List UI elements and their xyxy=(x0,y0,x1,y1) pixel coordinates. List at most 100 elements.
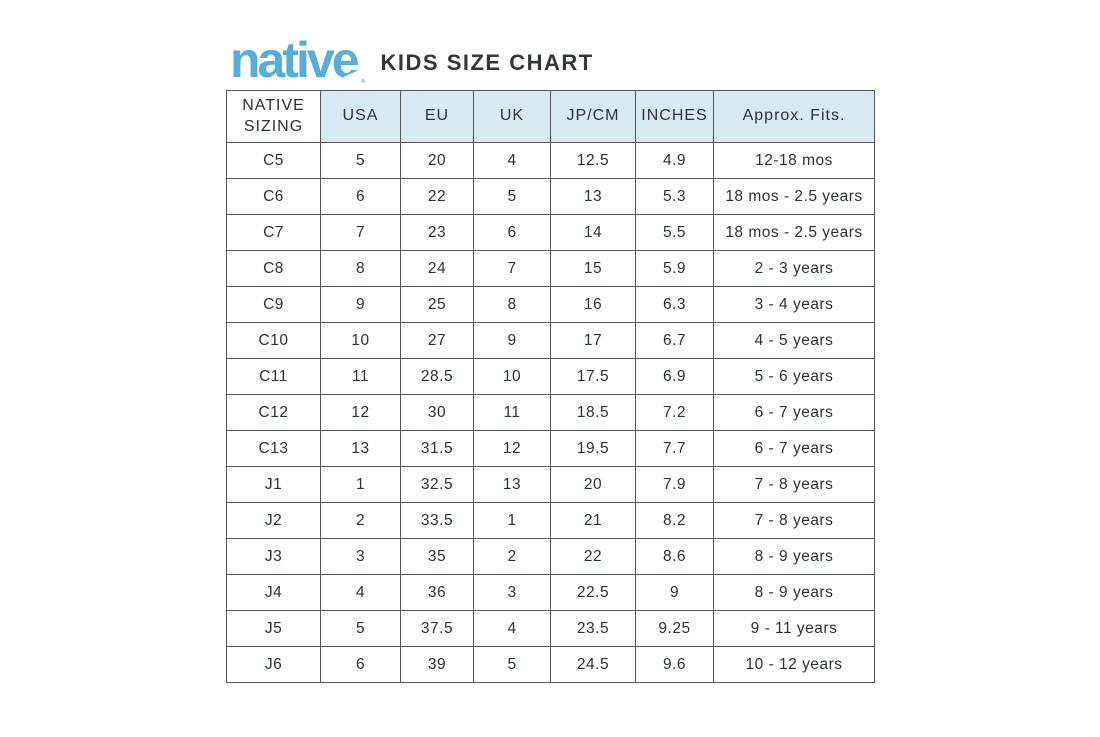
size-value-cell: 5.5 xyxy=(635,214,714,251)
table-row: C13 13 31.5 12 19.5 7.7 6 - 7 years xyxy=(226,430,875,467)
table-row: C11 11 28.5 10 17.5 6.9 5 - 6 years xyxy=(226,358,875,395)
size-value-cell: 7.2 xyxy=(635,394,714,431)
size-value-cell: 14 xyxy=(550,214,636,251)
table-row: C12 12 30 11 18.5 7.2 6 - 7 years xyxy=(226,394,875,431)
size-value-cell: 21 xyxy=(550,502,636,539)
size-value-cell: 9.25 xyxy=(635,610,714,647)
native-size-cell: J6 xyxy=(226,646,321,683)
size-value-cell: 6.3 xyxy=(635,286,714,323)
size-value-cell: 9 xyxy=(473,322,551,359)
size-value-cell: 12 xyxy=(473,430,551,467)
size-value-cell: 3 - 4 years xyxy=(713,286,875,323)
size-value-cell: 6 xyxy=(320,646,401,683)
logo-wordmark: native xyxy=(230,32,360,88)
native-size-cell: C10 xyxy=(226,322,321,359)
native-size-cell: C6 xyxy=(226,178,321,215)
column-header-approx-fits: Approx. Fits. xyxy=(713,90,875,143)
brand-header: native KIDS SIZE CHART xyxy=(230,30,594,90)
size-value-cell: 28.5 xyxy=(400,358,474,395)
native-size-cell: C8 xyxy=(226,250,321,287)
size-value-cell: 7 xyxy=(473,250,551,287)
size-value-cell: 7 - 8 years xyxy=(713,502,875,539)
header-row: NATIVE SIZING USA EU UK JP/CM INCHES App… xyxy=(226,90,875,143)
column-header-eu: EU xyxy=(400,90,474,143)
size-value-cell: 4 - 5 years xyxy=(713,322,875,359)
size-value-cell: 19.5 xyxy=(550,430,636,467)
size-value-cell: 23.5 xyxy=(550,610,636,647)
table-row: J6 6 39 5 24.5 9.6 10 - 12 years xyxy=(226,646,875,683)
size-value-cell: 5.3 xyxy=(635,178,714,215)
size-value-cell: 10 xyxy=(320,322,401,359)
size-value-cell: 8 xyxy=(320,250,401,287)
native-size-cell: C7 xyxy=(226,214,321,251)
size-value-cell: 5 xyxy=(473,178,551,215)
size-value-cell: 32.5 xyxy=(400,466,474,503)
size-value-cell: 15 xyxy=(550,250,636,287)
size-value-cell: 7 xyxy=(320,214,401,251)
size-value-cell: 5 xyxy=(320,142,401,179)
size-value-cell: 6 - 7 years xyxy=(713,394,875,431)
native-size-cell: C12 xyxy=(226,394,321,431)
size-value-cell: 3 xyxy=(320,538,401,575)
logo-trademark-dot xyxy=(360,79,365,83)
native-size-cell: J1 xyxy=(226,466,321,503)
native-size-cell: C9 xyxy=(226,286,321,323)
column-header-jp-cm: JP/CM xyxy=(550,90,636,143)
size-value-cell: 10 xyxy=(473,358,551,395)
size-value-cell: 13 xyxy=(550,178,636,215)
size-value-cell: 31.5 xyxy=(400,430,474,467)
native-size-cell: J4 xyxy=(226,574,321,611)
size-chart-body: C5 5 20 4 12.5 4.9 12-18 mos C6 6 22 5 13 5.3 18 mos … xyxy=(226,142,875,683)
size-value-cell: 5.9 xyxy=(635,250,714,287)
size-value-cell: 6 - 7 years xyxy=(713,430,875,467)
size-value-cell: 9 xyxy=(635,574,714,611)
native-logo: native xyxy=(230,35,367,85)
size-value-cell: 17 xyxy=(550,322,636,359)
table-row: J2 2 33.5 1 21 8.2 7 - 8 years xyxy=(226,502,875,539)
table-row: J5 5 37.5 4 23.5 9.25 9 - 11 years xyxy=(226,610,875,647)
size-value-cell: 24.5 xyxy=(550,646,636,683)
size-value-cell: 7 - 8 years xyxy=(713,466,875,503)
size-value-cell: 6 xyxy=(320,178,401,215)
size-value-cell: 6 xyxy=(473,214,551,251)
size-value-cell: 39 xyxy=(400,646,474,683)
native-size-cell: J5 xyxy=(226,610,321,647)
size-value-cell: 16 xyxy=(550,286,636,323)
size-value-cell: 22.5 xyxy=(550,574,636,611)
table-row: J3 3 35 2 22 8.6 8 - 9 years xyxy=(226,538,875,575)
size-value-cell: 7.7 xyxy=(635,430,714,467)
size-value-cell: 5 - 6 years xyxy=(713,358,875,395)
size-value-cell: 33.5 xyxy=(400,502,474,539)
size-value-cell: 13 xyxy=(320,430,401,467)
size-value-cell: 3 xyxy=(473,574,551,611)
size-value-cell: 9.6 xyxy=(635,646,714,683)
size-value-cell: 9 xyxy=(320,286,401,323)
size-value-cell: 17.5 xyxy=(550,358,636,395)
size-value-cell: 8 - 9 years xyxy=(713,538,875,575)
size-value-cell: 20 xyxy=(550,466,636,503)
size-value-cell: 1 xyxy=(473,502,551,539)
size-value-cell: 2 xyxy=(473,538,551,575)
size-value-cell: 13 xyxy=(473,466,551,503)
table-row: C9 9 25 8 16 6.3 3 - 4 years xyxy=(226,286,875,323)
size-value-cell: 2 - 3 years xyxy=(713,250,875,287)
size-value-cell: 30 xyxy=(400,394,474,431)
table-row: C6 6 22 5 13 5.3 18 mos - 2.5 years xyxy=(226,178,875,215)
size-value-cell: 8 xyxy=(473,286,551,323)
size-value-cell: 24 xyxy=(400,250,474,287)
size-value-cell: 23 xyxy=(400,214,474,251)
size-value-cell: 4 xyxy=(320,574,401,611)
table-row: C7 7 23 6 14 5.5 18 mos - 2.5 years xyxy=(226,214,875,251)
size-value-cell: 8.2 xyxy=(635,502,714,539)
size-value-cell: 27 xyxy=(400,322,474,359)
page-title: KIDS SIZE CHART xyxy=(380,50,594,75)
size-value-cell: 20 xyxy=(400,142,474,179)
size-value-cell: 12-18 mos xyxy=(713,142,875,179)
size-value-cell: 4 xyxy=(473,610,551,647)
size-value-cell: 2 xyxy=(320,502,401,539)
size-value-cell: 6.7 xyxy=(635,322,714,359)
size-chart-table: NATIVE SIZING USA EU UK JP/CM INCHES App… xyxy=(226,90,875,683)
size-value-cell: 9 - 11 years xyxy=(713,610,875,647)
size-value-cell: 11 xyxy=(473,394,551,431)
